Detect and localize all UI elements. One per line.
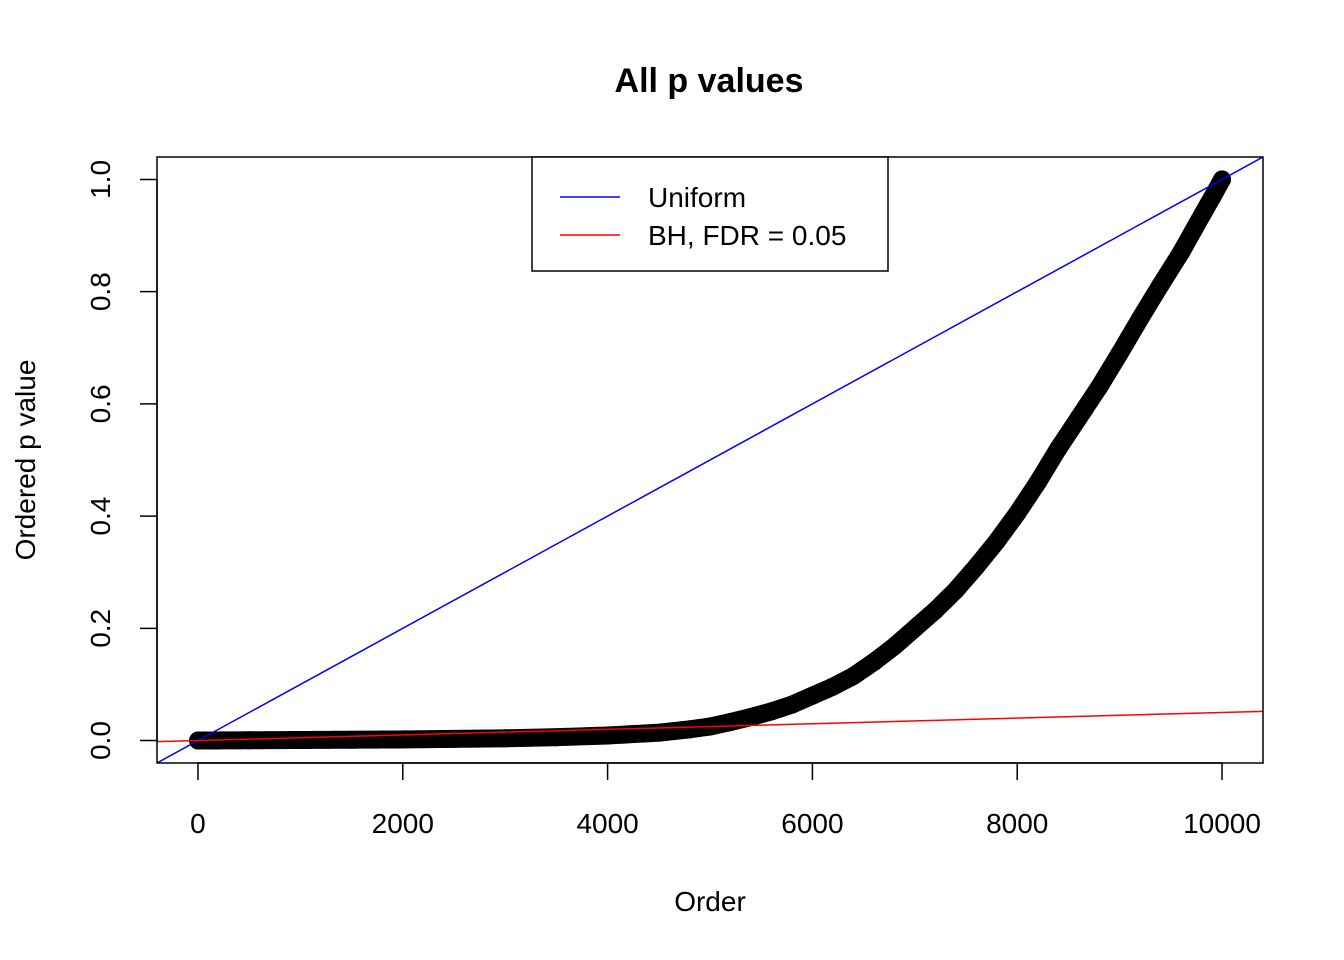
data-point <box>1202 188 1221 207</box>
data-point <box>782 695 801 714</box>
data-point <box>803 686 822 705</box>
data-point <box>1172 243 1191 262</box>
data-point <box>342 730 361 749</box>
data-point <box>1151 275 1170 294</box>
x-tick-label: 4000 <box>576 808 638 839</box>
data-point <box>1131 309 1150 328</box>
y-tick-label: 1.0 <box>85 160 116 199</box>
x-tick-label: 10000 <box>1183 808 1261 839</box>
data-point <box>1110 344 1129 363</box>
x-axis-title: Order <box>674 886 746 917</box>
data-point <box>547 728 566 747</box>
legend-uniform-label: Uniform <box>648 182 746 213</box>
data-point <box>926 601 945 620</box>
data-point <box>864 653 883 671</box>
data-point <box>1192 206 1211 225</box>
y-tick-label: 0.0 <box>85 721 116 760</box>
x-tick-label: 2000 <box>372 808 434 839</box>
data-point <box>823 677 842 696</box>
data-point <box>762 702 781 721</box>
x-tick-label: 0 <box>190 808 206 839</box>
data-point <box>946 581 965 600</box>
axes-layer: 0 2000 4000 6000 8000 10000 0.0 0.2 0.4 0.6 0.8 1.0 <box>85 160 1261 839</box>
data-point <box>240 731 259 750</box>
data-point <box>1069 408 1088 427</box>
uniform-line <box>157 157 1263 763</box>
data-point <box>393 730 412 749</box>
data-point <box>680 720 699 739</box>
x-tick-label: 6000 <box>781 808 843 839</box>
y-tick-label: 0.2 <box>85 609 116 648</box>
legend-box <box>531 156 889 272</box>
y-axis-title: Ordered p value <box>10 360 41 561</box>
data-point <box>291 730 310 749</box>
data-point <box>1028 473 1047 492</box>
data-point <box>1008 504 1027 523</box>
data-point <box>741 707 760 726</box>
data-point <box>649 723 668 742</box>
y-tick-label: 0.6 <box>85 384 116 423</box>
legend: Uniform BH, FDR = 0.05 <box>531 156 889 272</box>
data-point <box>598 726 617 745</box>
data-point <box>496 729 515 748</box>
bh-fdr-line <box>157 710 1263 743</box>
data-point <box>444 729 463 748</box>
data-point <box>1049 439 1068 458</box>
x-tick-label: 8000 <box>986 808 1048 839</box>
y-tick-label: 0.8 <box>85 272 116 311</box>
data-point <box>885 637 904 656</box>
chart-title: All p values <box>615 62 804 100</box>
data-point <box>905 619 924 638</box>
legend-bh-label: BH, FDR = 0.05 <box>648 220 846 251</box>
data-point <box>721 713 740 732</box>
data-point <box>844 667 863 686</box>
reference-lines-layer <box>157 157 1263 763</box>
data-point <box>1090 378 1109 397</box>
data-point <box>987 532 1006 551</box>
data-point <box>967 557 986 576</box>
y-tick-label: 0.4 <box>85 497 116 536</box>
